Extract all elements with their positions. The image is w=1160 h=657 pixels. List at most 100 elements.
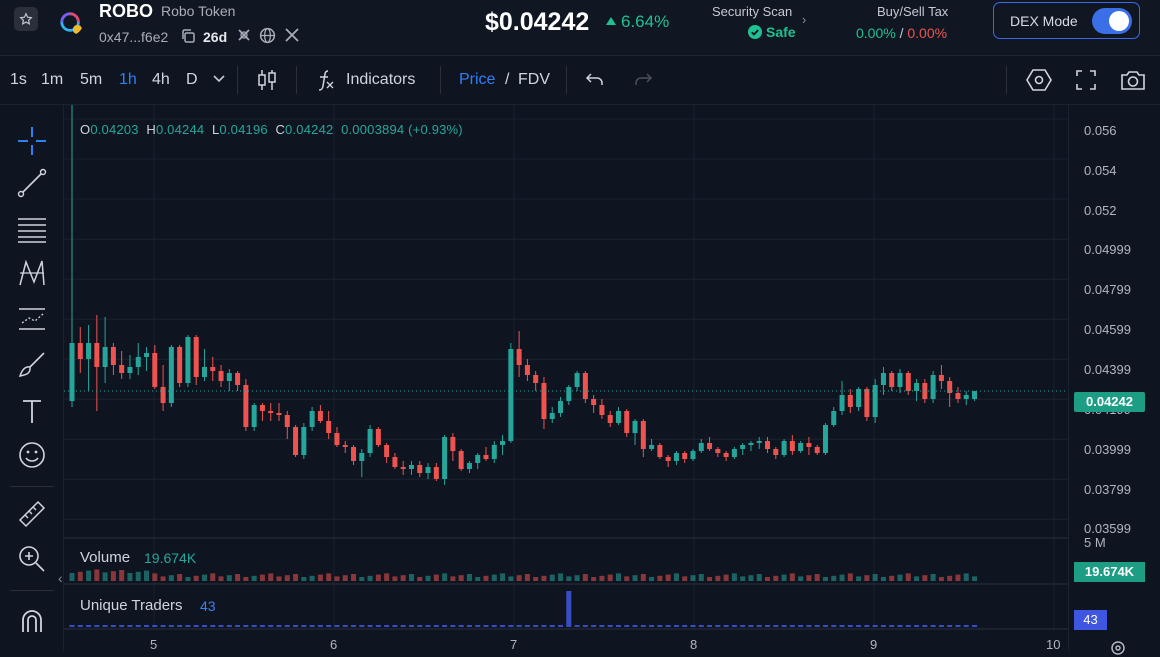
candle-body — [500, 441, 506, 445]
volume-bar — [765, 577, 771, 581]
traders-tag: 43 — [1074, 610, 1107, 630]
candle-body — [905, 373, 911, 391]
star-icon — [19, 12, 33, 26]
y-tick: 0.03999 — [1084, 442, 1131, 457]
candle-body — [442, 437, 448, 479]
open-label: O — [80, 122, 91, 137]
tax-values: 0.00% / 0.00% — [856, 25, 947, 41]
candle-body — [235, 373, 241, 385]
candle-body — [152, 353, 158, 387]
collapse-chevron-icon[interactable]: ‹ — [58, 570, 63, 586]
tax-separator: / — [899, 25, 904, 41]
volume-bar — [624, 576, 630, 581]
x-tick: 9 — [870, 637, 878, 652]
timeframe-1m[interactable]: 1m — [41, 71, 64, 88]
traders-bar — [756, 625, 762, 627]
candle-body — [831, 411, 837, 425]
toolbar-divider — [237, 66, 238, 94]
camera-icon[interactable] — [1119, 68, 1147, 92]
dex-mode-switch[interactable] — [1092, 8, 1132, 34]
volume-bar — [516, 575, 522, 581]
magnet-icon[interactable] — [16, 605, 48, 637]
candle-body — [135, 357, 141, 367]
text-tool-icon[interactable] — [16, 395, 48, 427]
security-scan-label[interactable]: Security Scan — [712, 4, 793, 19]
chevron-down-icon[interactable] — [213, 75, 225, 83]
redo-icon[interactable] — [633, 71, 653, 89]
volume-bar — [607, 574, 613, 581]
dex-mode-toggle[interactable]: DEX Mode — [993, 2, 1140, 39]
volume-bar — [384, 573, 390, 581]
price-axis[interactable]: 0.056 0.054 0.052 0.04999 0.04799 0.0459… — [1068, 105, 1160, 655]
timeframe-1s[interactable]: 1s — [10, 71, 27, 88]
timeframe-1h[interactable]: 1h — [119, 71, 137, 88]
contract-address[interactable]: 0x47...f6e2 — [99, 29, 169, 45]
candle-body — [450, 437, 456, 451]
globe-icon[interactable] — [259, 27, 276, 44]
favorite-star-button[interactable] — [14, 7, 38, 31]
candle-body — [748, 443, 754, 445]
crosshair-icon[interactable] — [16, 125, 48, 157]
traders-bar — [880, 625, 886, 627]
drawing-tools-sidebar — [0, 105, 64, 651]
indicators-button[interactable]: Indicators — [346, 71, 416, 88]
traders-bar — [657, 625, 663, 627]
candle-body — [839, 395, 845, 411]
traders-bar — [673, 625, 679, 627]
undo-icon[interactable] — [585, 71, 605, 89]
axis-settings-icon[interactable] — [1109, 639, 1127, 657]
volume-bar — [972, 576, 978, 581]
candle-body — [541, 383, 547, 419]
traders-bar — [433, 625, 439, 627]
candle-body — [599, 405, 605, 415]
trend-line-icon[interactable] — [16, 167, 48, 199]
price-toggle[interactable]: Price — [459, 71, 496, 88]
candle-type-icon[interactable] — [256, 68, 278, 92]
unique-traders-label: Unique Traders — [80, 597, 183, 614]
price-chart[interactable] — [64, 105, 1068, 651]
token-logo-icon — [60, 12, 83, 35]
candle-body — [317, 411, 323, 421]
volume-bar — [599, 575, 605, 581]
brush-icon[interactable] — [16, 349, 48, 381]
function-icon[interactable] — [315, 68, 335, 92]
close-value: 0.04242 — [285, 122, 334, 137]
traders-bar — [243, 625, 249, 627]
up-arrow-icon — [606, 17, 616, 25]
candle-body — [69, 343, 75, 401]
emoji-icon[interactable] — [16, 439, 48, 471]
forecast-icon[interactable] — [16, 303, 48, 335]
timeframe-4h[interactable]: 4h — [152, 71, 170, 88]
settings-hexagon-icon[interactable] — [1026, 68, 1052, 92]
traders-bar — [491, 625, 497, 627]
candle-body — [94, 343, 100, 367]
volume-bar — [847, 573, 853, 581]
zoom-in-icon[interactable] — [16, 543, 48, 575]
candle-body — [342, 445, 348, 447]
fullscreen-icon[interactable] — [1075, 69, 1097, 91]
fib-lines-icon[interactable] — [16, 213, 48, 245]
low-value: 0.04196 — [219, 122, 268, 137]
traders-bar — [806, 625, 812, 627]
volume-bar — [541, 575, 547, 581]
copy-icon[interactable] — [180, 28, 196, 44]
no-trend-icon[interactable] — [236, 27, 252, 43]
volume-bar — [127, 573, 133, 581]
volume-bar — [839, 574, 845, 581]
traders-bar — [765, 625, 771, 627]
pattern-icon[interactable] — [16, 257, 48, 289]
chevron-right-icon[interactable]: › — [802, 12, 807, 27]
fdv-toggle[interactable]: FDV — [518, 71, 550, 88]
chart-area[interactable]: O0.04203 H0.04244 L0.04196 C0.04242 0.00… — [58, 105, 1068, 652]
timeframe-5m[interactable]: 5m — [80, 71, 103, 88]
timeframe-d[interactable]: D — [186, 71, 198, 88]
volume-bar — [673, 573, 679, 581]
y-tick: 0.04799 — [1084, 282, 1131, 297]
volume-bar — [889, 575, 895, 581]
traders-bar — [533, 625, 539, 627]
candle-body — [549, 413, 555, 419]
ruler-icon[interactable] — [16, 498, 48, 530]
x-twitter-icon[interactable] — [284, 27, 300, 43]
volume-bar — [682, 576, 688, 581]
traders-bar — [251, 625, 257, 627]
